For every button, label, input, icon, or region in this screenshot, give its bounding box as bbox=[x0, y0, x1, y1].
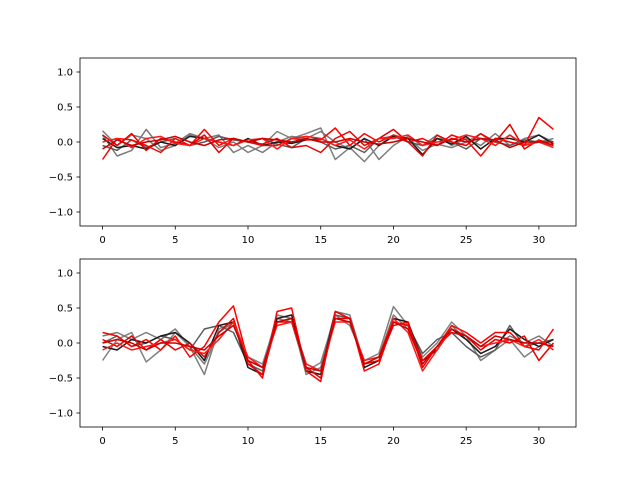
y-tick-label: 1.0 bbox=[57, 269, 73, 280]
x-tick-label: 15 bbox=[314, 436, 327, 447]
x-tick-label: 0 bbox=[99, 235, 105, 246]
x-tick-label: 30 bbox=[533, 436, 546, 447]
y-tick-label: 0.0 bbox=[57, 339, 73, 350]
series-line-2 bbox=[101, 128, 554, 161]
plot-lines bbox=[101, 116, 554, 163]
y-tick-label: 0.5 bbox=[57, 103, 73, 114]
series-line-6 bbox=[102, 123, 554, 157]
y-tick-label: −1.0 bbox=[49, 208, 73, 219]
series-line-5 bbox=[101, 116, 554, 160]
y-tick-label: 0.0 bbox=[57, 138, 73, 149]
bottom-plot: 0 5 10 15 20 25 30 −1.0 −0.5 0.0 0.5 1.0 bbox=[49, 258, 577, 447]
series-line-8 bbox=[102, 317, 554, 372]
x-tick-label: 5 bbox=[172, 436, 178, 447]
series-line-8 bbox=[102, 135, 554, 150]
y-tick-label: 1.0 bbox=[57, 68, 73, 79]
x-tick-label: 20 bbox=[387, 436, 400, 447]
x-tick-label: 10 bbox=[242, 436, 255, 447]
x-tick-label: 25 bbox=[460, 436, 473, 447]
x-tick-label: 0 bbox=[99, 436, 105, 447]
x-tick-label: 10 bbox=[242, 235, 255, 246]
y-tick-label: −0.5 bbox=[49, 374, 73, 385]
plot-lines bbox=[101, 305, 555, 383]
x-tick-label: 15 bbox=[314, 235, 327, 246]
x-tick-label: 5 bbox=[172, 235, 178, 246]
x-tick-label: 30 bbox=[533, 235, 546, 246]
y-tick-label: 0.5 bbox=[57, 304, 73, 315]
y-tick-label: −1.0 bbox=[49, 409, 73, 420]
x-tick-label: 25 bbox=[460, 235, 473, 246]
top-plot: 0 5 10 15 20 25 30 −1.0 −0.5 0.0 0.5 1.0 bbox=[49, 57, 577, 246]
x-tick-label: 20 bbox=[387, 235, 400, 246]
y-tick-label: −0.5 bbox=[49, 173, 73, 184]
